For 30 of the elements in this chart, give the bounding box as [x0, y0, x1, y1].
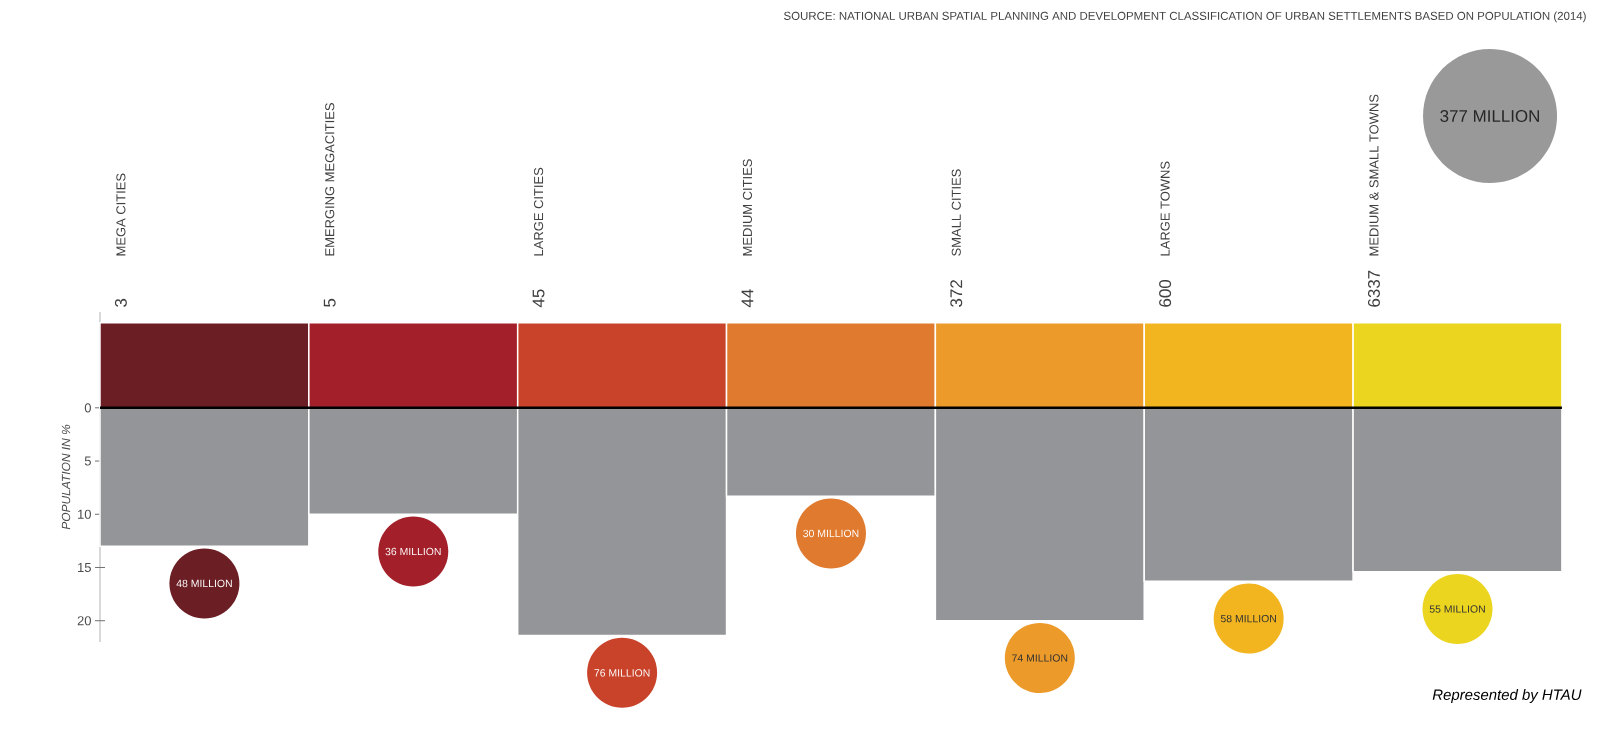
text: 377 MILLION [1440, 109, 1539, 122]
x-tick-label: EMERGING MEGACITIES [325, 103, 335, 256]
annotation: 30 MILLION [803, 529, 859, 538]
text: 44 [741, 289, 754, 308]
annotation: 55 MILLION [1429, 605, 1485, 613]
y-tick-label: 20 [77, 616, 91, 626]
x-tick-label: MEDIUM CITIES [742, 159, 752, 256]
y-axis-title: POPULATION IN % [61, 424, 71, 530]
text: 5 [323, 298, 336, 307]
text: 600 [1159, 279, 1172, 307]
x-tick-label: LARGE TOWNS [1160, 161, 1170, 256]
annotation: 48 MILLION [176, 579, 232, 588]
text: 372 [950, 280, 963, 307]
text: 76 MILLION [594, 669, 650, 677]
x-tick-label: MEGA CITIES [116, 173, 126, 256]
source-note: SOURCE: NATIONAL URBAN SPATIAL PLANNING AND DEVELOPMENT CLASSIFICATION OF URBAN SETTLEMENTS BASED ON POPULATION (2014) [784, 11, 1586, 23]
y-tick-label: 15 [78, 562, 91, 573]
x-tick-label: SMALL CITIES [951, 169, 961, 256]
text: 6337 [1367, 270, 1380, 307]
y-tick-label: 5 [84, 456, 91, 466]
text: 74 MILLION [1012, 654, 1068, 662]
text: Represented by HTAU [1432, 689, 1582, 703]
x-tick-label: LARGE CITIES [533, 167, 544, 256]
y-tick-label: 0 [84, 403, 91, 413]
annotation: 58 MILLION [1220, 614, 1276, 623]
annotation: 36 MILLION [385, 547, 441, 556]
text: 3 [114, 298, 127, 307]
y-tick-label: 10 [78, 509, 91, 519]
text: 45 [532, 289, 545, 308]
x-tick-label: MEDIUM & SMALL TOWNS [1369, 94, 1379, 256]
